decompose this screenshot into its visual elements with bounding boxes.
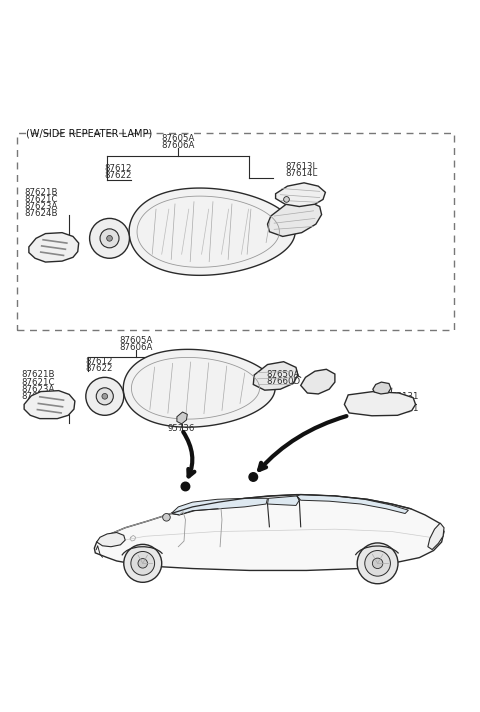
Polygon shape (344, 392, 416, 416)
Polygon shape (123, 350, 275, 427)
Circle shape (249, 473, 258, 481)
Text: 87621C: 87621C (24, 195, 58, 204)
Text: 87613L: 87613L (285, 162, 317, 171)
Text: 87612: 87612 (105, 164, 132, 173)
Polygon shape (253, 362, 298, 390)
Circle shape (86, 377, 124, 415)
Circle shape (102, 394, 108, 399)
Circle shape (124, 545, 162, 582)
Text: (W/SIDE REPEATER LAMP): (W/SIDE REPEATER LAMP) (26, 129, 153, 139)
Circle shape (357, 543, 398, 584)
Polygon shape (276, 183, 325, 206)
Text: 87622: 87622 (105, 171, 132, 180)
Polygon shape (129, 188, 295, 276)
Polygon shape (95, 495, 444, 570)
Polygon shape (29, 233, 79, 262)
Circle shape (107, 236, 112, 241)
Text: 95736: 95736 (167, 424, 194, 433)
Polygon shape (96, 533, 125, 547)
Text: 85101: 85101 (392, 404, 420, 413)
Circle shape (372, 558, 383, 569)
Text: 87621B: 87621B (22, 370, 55, 379)
Circle shape (163, 513, 170, 521)
Text: 87624B: 87624B (22, 392, 55, 401)
Text: 87623A: 87623A (22, 384, 55, 394)
Circle shape (90, 219, 130, 258)
Text: 87622: 87622 (86, 365, 113, 373)
Circle shape (138, 559, 147, 568)
Text: 87621C: 87621C (22, 377, 55, 387)
Text: 87612: 87612 (86, 357, 113, 366)
Text: 87606A: 87606A (162, 141, 195, 150)
Text: 87623A: 87623A (24, 202, 58, 211)
Bar (17, 133, 454, 330)
Text: 87605A: 87605A (119, 336, 152, 345)
Circle shape (100, 229, 119, 248)
Polygon shape (24, 391, 75, 419)
Polygon shape (428, 523, 444, 550)
Text: 87660D: 87660D (266, 377, 300, 386)
Text: 87605A: 87605A (162, 134, 195, 143)
Text: 87614L: 87614L (285, 169, 317, 178)
Polygon shape (267, 496, 300, 506)
Polygon shape (267, 200, 322, 236)
Circle shape (131, 552, 155, 575)
Text: 87606A: 87606A (119, 343, 152, 352)
Circle shape (181, 482, 190, 491)
Polygon shape (171, 498, 267, 515)
Polygon shape (301, 370, 335, 394)
Polygon shape (297, 495, 408, 513)
Circle shape (284, 197, 289, 202)
Text: 87624B: 87624B (24, 209, 58, 218)
Text: 85131: 85131 (392, 392, 420, 401)
Text: 87650A: 87650A (266, 370, 300, 379)
Circle shape (365, 550, 390, 576)
Polygon shape (177, 412, 187, 424)
Circle shape (96, 388, 113, 405)
Text: 87621B: 87621B (24, 188, 58, 197)
Polygon shape (373, 382, 391, 394)
